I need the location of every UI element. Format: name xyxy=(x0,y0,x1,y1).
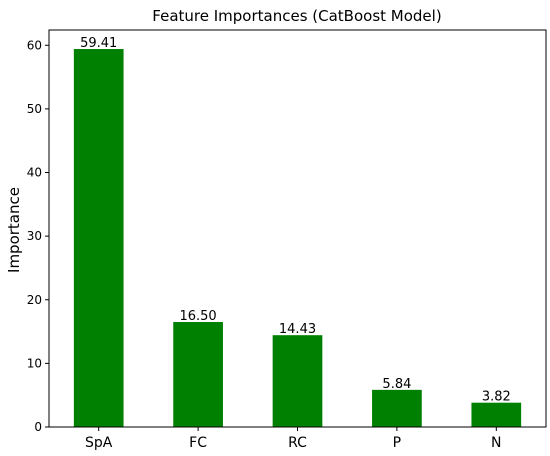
data-label-rc: 14.43 xyxy=(279,322,316,337)
x-tick-label-p: P xyxy=(393,435,401,451)
y-tick-label-50: 50 xyxy=(27,102,42,116)
y-tick-label-0: 0 xyxy=(34,420,42,434)
data-label-spa: 59.41 xyxy=(80,36,117,51)
x-tick-label-rc: RC xyxy=(288,435,307,451)
y-tick-label-30: 30 xyxy=(27,229,42,243)
plot-frame xyxy=(48,29,547,428)
x-axis: SpA FC RC P N xyxy=(85,427,502,451)
x-tick-label-spa: SpA xyxy=(85,435,113,451)
bars-group xyxy=(73,49,522,427)
data-label-fc: 16.50 xyxy=(179,309,216,324)
x-tick-label-n: N xyxy=(491,435,501,451)
y-tick-label-10: 10 xyxy=(27,356,42,370)
data-label-p: 5.84 xyxy=(382,377,411,392)
x-tick-label-fc: FC xyxy=(189,435,207,451)
bar-spa xyxy=(73,49,124,427)
y-axis-label: Importance xyxy=(5,187,23,273)
y-tick-label-40: 40 xyxy=(27,166,42,180)
y-tick-label-60: 60 xyxy=(27,38,42,52)
y-axis: 0 10 20 30 40 50 60 xyxy=(27,38,49,434)
data-labels-group: 59.41 16.50 14.43 5.84 3.82 xyxy=(80,36,511,405)
chart-title: Feature Importances (CatBoost Model) xyxy=(152,7,441,25)
bar-fc xyxy=(173,322,223,427)
data-label-n: 3.82 xyxy=(482,390,511,405)
y-tick-label-20: 20 xyxy=(27,293,42,307)
bar-rc xyxy=(272,335,323,427)
bar-p xyxy=(372,389,422,427)
bar-n xyxy=(471,402,522,427)
